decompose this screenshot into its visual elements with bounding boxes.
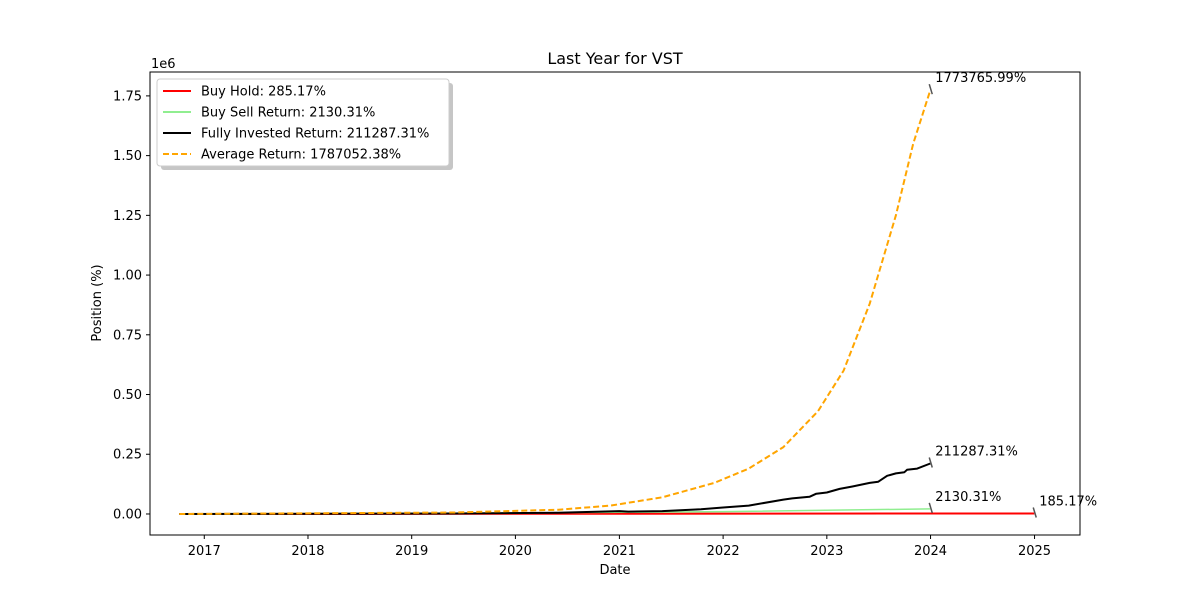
x-tick-label: 2020 bbox=[499, 544, 532, 559]
legend-label: Buy Sell Return: 2130.31% bbox=[201, 106, 375, 121]
y-axis-label: Position (%) bbox=[90, 264, 105, 341]
y-tick-label: 0.00 bbox=[113, 507, 142, 522]
x-axis-label: Date bbox=[599, 563, 630, 578]
annotation-arrow bbox=[1032, 507, 1037, 518]
annotation-arrow bbox=[928, 457, 933, 468]
x-axis: 2017 2018 2019 2020 2021 2022 2023 2024 2025 bbox=[188, 535, 1051, 559]
annotation-label: 211287.31% bbox=[935, 444, 1018, 459]
plot-area-frame bbox=[149, 71, 1081, 536]
x-tick-label: 2023 bbox=[810, 544, 843, 559]
x-tick-label: 2022 bbox=[707, 544, 740, 559]
y-axis-offset-text: 1e6 bbox=[151, 57, 176, 72]
legend-label: Fully Invested Return: 211287.31% bbox=[201, 127, 429, 142]
x-tick-label: 2019 bbox=[395, 544, 428, 559]
x-tick-label: 2017 bbox=[188, 544, 221, 559]
x-tick-label: 2025 bbox=[1018, 544, 1051, 559]
x-tick-label: 2021 bbox=[603, 544, 636, 559]
series-layer bbox=[179, 89, 1035, 515]
annotation-label: 1773765.99% bbox=[935, 71, 1026, 86]
series-line-3 bbox=[179, 462, 931, 515]
annotation-layer: 1773765.99% 211287.31% 2130.31% 185.17% bbox=[928, 71, 1097, 518]
chart-title: Last Year for VST bbox=[547, 49, 683, 68]
annotation-label: 2130.31% bbox=[935, 490, 1001, 505]
x-tick-label: 2024 bbox=[914, 544, 947, 559]
y-tick-label: 0.50 bbox=[113, 388, 142, 403]
y-tick-label: 1.75 bbox=[113, 89, 142, 104]
y-tick-label: 0.25 bbox=[113, 448, 142, 463]
legend-box bbox=[156, 78, 450, 167]
y-axis: 0.00 0.25 0.50 0.75 1.00 1.25 1.50 1.75 bbox=[113, 89, 150, 522]
x-tick-label: 2018 bbox=[291, 544, 324, 559]
annotation-arrow bbox=[928, 83, 933, 95]
annotation-arrow bbox=[928, 502, 933, 514]
y-tick-label: 1.00 bbox=[113, 269, 142, 284]
legend: Buy Hold: 285.17% Buy Sell Return: 2130.3… bbox=[156, 78, 453, 170]
y-tick-label: 1.50 bbox=[113, 149, 142, 164]
legend-label: Average Return: 1787052.38% bbox=[201, 148, 401, 163]
annotation-label: 185.17% bbox=[1039, 495, 1097, 510]
y-tick-label: 0.75 bbox=[113, 328, 142, 343]
y-tick-label: 1.25 bbox=[113, 209, 142, 224]
series-line-4 bbox=[179, 89, 932, 515]
legend-label: Buy Hold: 285.17% bbox=[201, 85, 326, 100]
